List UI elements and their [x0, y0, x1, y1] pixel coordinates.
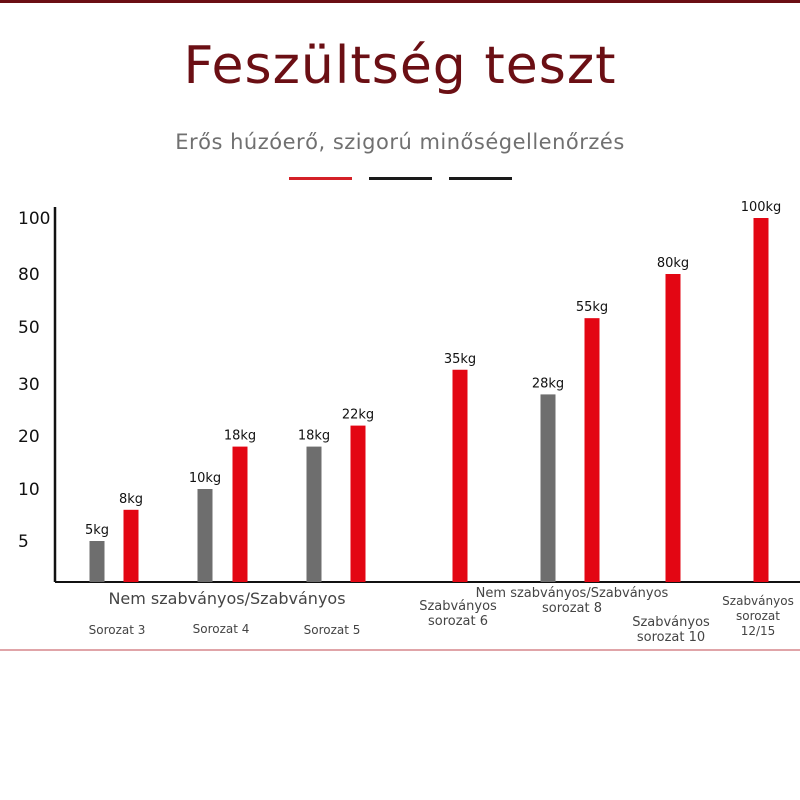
x-category-label: Sorozat 3	[89, 623, 146, 637]
y-tick-label: 5	[18, 532, 29, 552]
bar-value-label: 10kg	[189, 471, 221, 486]
y-tick-label: 20	[18, 427, 40, 447]
bar-non-standard	[89, 541, 105, 582]
bar-non-standard	[540, 394, 556, 582]
bar-standard	[232, 446, 248, 582]
bar-value-label: 22kg	[342, 408, 374, 423]
y-tick-label: 80	[18, 265, 40, 285]
x-category-label: sorozat 10	[637, 630, 705, 645]
bar-standard	[452, 369, 468, 582]
y-tick-label: 100	[18, 209, 50, 229]
x-category-label: sorozat 6	[428, 614, 488, 629]
x-category-label: Nem szabványos/Szabványos	[476, 586, 669, 601]
x-category-label: sorozat	[736, 609, 780, 623]
bar-non-standard	[197, 489, 213, 582]
legend-label: Nem szabványos/Szabványos	[108, 589, 345, 608]
bar-standard	[665, 274, 681, 582]
bar-value-label: 55kg	[576, 300, 608, 315]
bar-value-label: 18kg	[224, 429, 256, 444]
bar-standard	[123, 509, 139, 582]
bar-value-label: 18kg	[298, 429, 330, 444]
bar-value-label: 80kg	[657, 256, 689, 271]
x-category-label: Szabványos	[419, 599, 497, 614]
bar-standard	[350, 425, 366, 582]
y-tick-label: 30	[18, 375, 40, 395]
bar-standard	[753, 218, 769, 582]
x-category-label: Szabványos	[632, 615, 710, 630]
accent-line-dark-2	[449, 177, 512, 180]
bar-standard	[584, 318, 600, 582]
bar-non-standard	[306, 446, 322, 582]
y-tick-label: 50	[18, 318, 40, 338]
accent-line-red	[289, 177, 352, 180]
y-tick-label: 10	[18, 480, 40, 500]
x-category-label: 12/15	[741, 624, 776, 638]
x-category-label: Sorozat 4	[193, 622, 250, 636]
x-category-label: Szabványos	[722, 594, 794, 608]
accent-line-dark-1	[369, 177, 432, 180]
page-subtitle: Erős húzóerő, szigorú minőségellenőrzés	[175, 130, 625, 154]
bottom-border	[0, 649, 800, 651]
bar-value-label: 100kg	[741, 200, 782, 215]
bar-value-label: 5kg	[85, 523, 109, 538]
bar-value-label: 35kg	[444, 352, 476, 367]
page-title: Feszültség teszt	[183, 36, 617, 96]
top-border	[0, 0, 800, 3]
x-category-label: sorozat 8	[542, 601, 602, 616]
bar-value-label: 8kg	[119, 492, 143, 507]
bar-value-label: 28kg	[532, 376, 564, 391]
x-category-label: Sorozat 5	[304, 623, 361, 637]
